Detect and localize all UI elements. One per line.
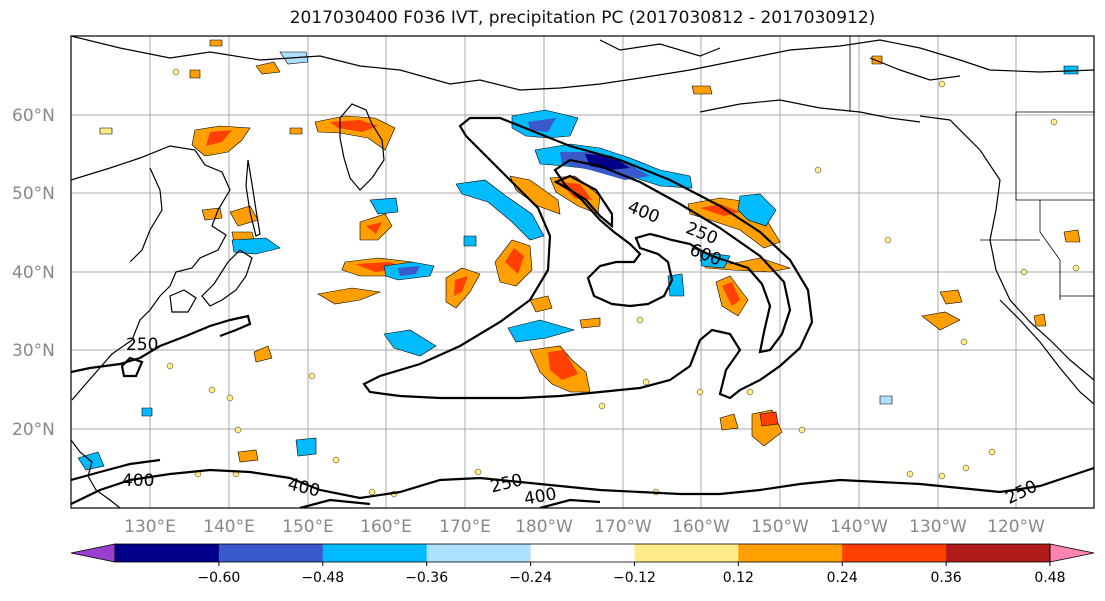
lon-label: 160°E [360,517,412,537]
lon-label: 150°E [282,517,334,537]
borders [849,36,1094,300]
longitude-labels: 130°E 140°E 150°E 160°E 170°E 180°W 170°… [124,517,1045,537]
colorbar-bin [322,544,428,562]
lon-label: 150°W [751,517,809,537]
lon-label: 180°W [515,517,573,537]
lon-label: 170°W [594,517,652,537]
lat-label: 60°N [12,106,55,126]
colorbar: −0.60 −0.48 −0.36 −0.24 −0.12 0.12 0.24 0.36 0.4… [70,543,1095,586]
gridlines [71,36,1094,508]
lat-label: 40°N [12,263,55,283]
lon-label: 140°W [830,517,888,537]
colorbar-tick-label: −0.24 [509,570,552,586]
colorbar-frame [114,543,1051,563]
lon-label: 140°E [203,517,255,537]
lon-label: 130°E [124,517,176,537]
coastlines [71,36,1094,508]
colorbar-bin [842,544,947,562]
lon-label: 160°W [672,517,730,537]
lon-label: 130°W [909,517,967,537]
ivt-contours [71,116,1094,508]
colorbar-tick-label: 0.48 [1034,570,1065,586]
colorbar-tick-label: −0.36 [405,570,448,586]
lon-label: 170°E [439,517,491,537]
colorbar-tick-label: 0.36 [931,570,962,586]
colorbar-bin [218,544,324,562]
colorbar-bin [738,544,843,562]
map-title: 2017030400 F036 IVT, precipitation PC (2… [289,8,876,28]
colorbar-bin [115,544,220,562]
colorbar-extension-low [70,543,116,563]
lat-label: 30°N [12,341,55,361]
colorbar-bin [530,544,635,562]
colorbar-bin [946,544,1051,562]
latitude-labels: 60°N 50°N 40°N 30°N 20°N [12,106,55,440]
lat-label: 50°N [12,184,55,204]
colorbar-bin [426,544,532,562]
colorbar-tick-label: 0.12 [723,570,754,586]
colorbar-tick-label: −0.60 [197,570,240,586]
contour-label: 250 [126,335,158,355]
colorbar-tick-label: −0.48 [301,570,344,586]
map-frame [70,35,1095,509]
lon-label: 120°W [987,517,1045,537]
contour-label: 400 [122,471,154,491]
colorbar-tick-label: 0.24 [827,570,858,586]
lat-label: 20°N [12,420,55,440]
colorbar-extension-high [1049,543,1095,563]
precip-negative-areas [77,51,1079,471]
colorbar-tick-label: −0.12 [613,570,656,586]
colorbar-bin [634,544,739,562]
